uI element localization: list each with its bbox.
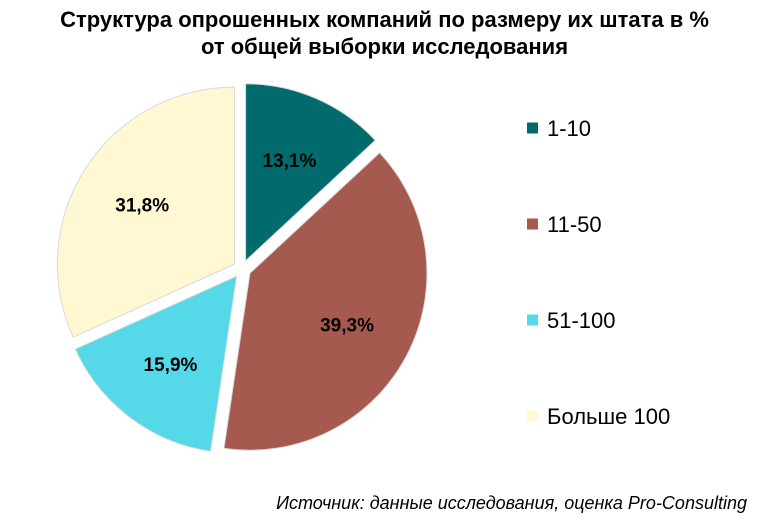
pie-slice-4 (56, 86, 235, 338)
source-note: Источник: данные исследования, оценка Pr… (276, 493, 747, 513)
pie-slice-3 (74, 275, 238, 452)
legend-label-3: 51-100 (547, 308, 616, 333)
slice-label-1: 13,1% (263, 151, 317, 172)
pie-slice-2 (223, 152, 428, 451)
legend-swatch-4 (527, 410, 538, 422)
legend-swatch-1 (527, 122, 538, 134)
legend-label-2: 11-50 (547, 212, 602, 237)
chart-title: Структура опрошенных компаний по размеру… (0, 6, 769, 60)
slice-label-3: 15,9% (144, 355, 198, 376)
legend-label-4: Больше 100 (547, 404, 670, 429)
legend-swatch-3 (527, 314, 538, 326)
legend-label-1: 1-10 (547, 116, 591, 141)
slice-label-4: 31,8% (115, 196, 169, 217)
legend-swatch-2 (527, 218, 538, 230)
slice-label-2: 39,3% (320, 315, 374, 336)
pie-slice-1 (245, 83, 376, 262)
chart-title-line-2: от общей выборки исследования (200, 34, 569, 59)
chart-title-line-1: Структура опрошенных компаний по размеру… (60, 7, 709, 32)
